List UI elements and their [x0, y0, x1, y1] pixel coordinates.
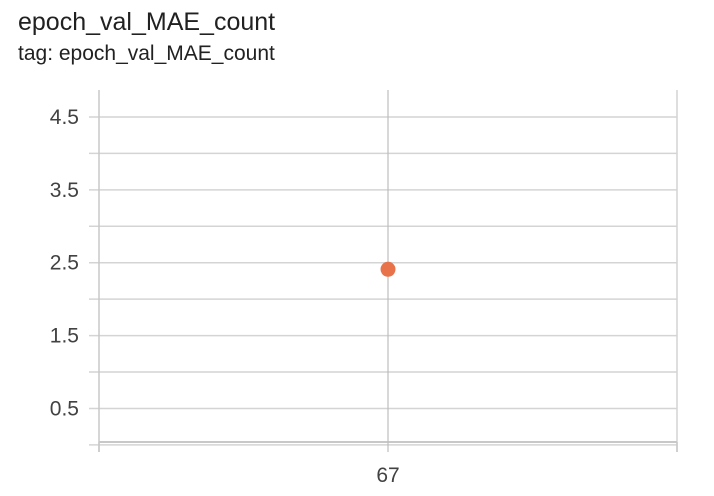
y-tick-label: 3.5	[50, 179, 79, 202]
data-point	[380, 261, 396, 277]
y-tick-label: 1.5	[50, 325, 79, 348]
y-tick-label: 0.5	[50, 397, 79, 420]
chart-title: epoch_val_MAE_count	[18, 8, 276, 36]
y-tick-label: 2.5	[50, 252, 79, 275]
x-tick-label: 67	[376, 464, 399, 487]
chart-subtitle: tag: epoch_val_MAE_count	[18, 42, 275, 65]
y-tick-label: 4.5	[50, 106, 79, 129]
